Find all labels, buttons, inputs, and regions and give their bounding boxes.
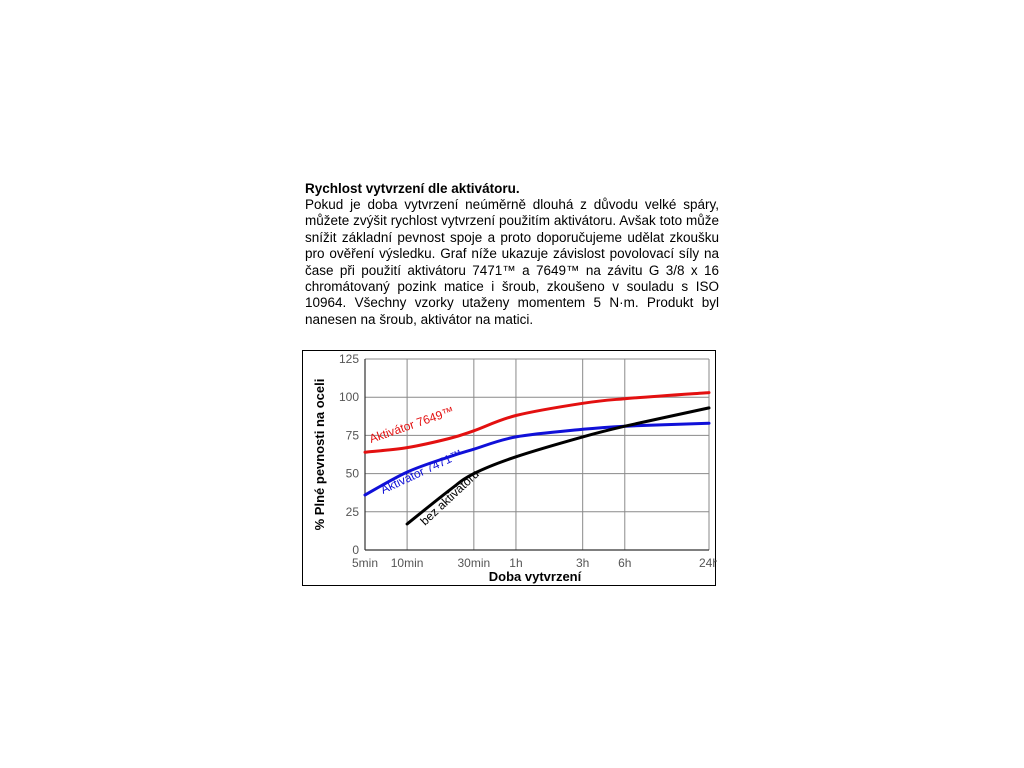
description-block: Rychlost vytvrzení dle aktivátoru. Pokud… <box>305 180 719 328</box>
description-paragraph: Pokud je doba vytvrzení neúměrně dlouhá … <box>305 197 719 327</box>
series-line-0 <box>363 391 711 454</box>
y-tick-label: 50 <box>346 467 360 481</box>
x-tick-label: 5min <box>352 556 378 570</box>
chart-svg: 0 25 50 75 100 125 5min 10min 30min 1h 3h 6h 24h Doba… <box>312 352 717 584</box>
x-tick-label: 24h <box>699 556 717 570</box>
cure-speed-chart: 0 25 50 75 100 125 5min 10min 30min 1h 3h 6h 24h Doba… <box>302 350 717 586</box>
x-tick-label: 6h <box>618 556 631 570</box>
x-tick-label: 10min <box>391 556 424 570</box>
y-tick-label: 100 <box>339 390 359 404</box>
x-tick-label: 1h <box>509 556 522 570</box>
series-line-2 <box>405 406 711 526</box>
x-axis-label: Doba vytvrzení <box>489 569 582 584</box>
series-line-1 <box>363 421 711 497</box>
y-tick-label: 0 <box>352 543 359 557</box>
y-tick-label: 25 <box>346 505 360 519</box>
x-tick-label: 3h <box>576 556 589 570</box>
y-tick-label: 125 <box>339 352 359 366</box>
x-tick-label: 30min <box>457 556 490 570</box>
y-tick-label: 75 <box>346 428 360 442</box>
y-axis-label: % Plné pevnosti na oceli <box>312 379 327 531</box>
section-heading: Rychlost vytvrzení dle aktivátoru. <box>305 181 520 196</box>
